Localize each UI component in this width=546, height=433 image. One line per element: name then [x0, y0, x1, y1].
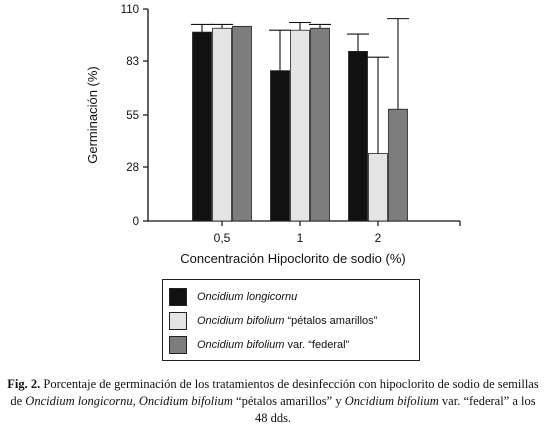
y-tick-label: 83 [126, 56, 139, 68]
bar [232, 25, 252, 222]
bar [310, 27, 330, 222]
legend-label: Oncidium bifolium “pétalos amarillos” [197, 315, 378, 327]
legend-item: Oncidium bifolium “pétalos amarillos” [169, 311, 377, 331]
legend-label: Oncidium bifolium var. “federal” [197, 339, 350, 351]
bar [212, 27, 232, 222]
y-tick-label: 28 [126, 162, 139, 174]
legend-swatch [169, 336, 187, 354]
figure-caption: Fig. 2. Porcentaje de germinación de los… [7, 377, 539, 425]
legend-swatch [169, 288, 187, 306]
bar [290, 29, 310, 222]
bar [270, 70, 290, 222]
y-axis-label: Germinación (%) [85, 66, 100, 164]
bar [348, 51, 368, 222]
legend-item: Oncidium longicornu [169, 287, 297, 307]
legend-item: Oncidium bifolium var. “federal” [169, 335, 349, 355]
y-tick-label: 0 [133, 216, 139, 228]
bar [388, 108, 408, 222]
plot-area: 0 28 55 83 110 0,5 1 2 [121, 4, 461, 245]
caption-label: Fig. 2. [7, 377, 41, 391]
legend: Oncidium longicornu Oncidium bifolium “p… [162, 279, 420, 361]
x-axis-label: Concentración Hipoclorito de sodio (%) [180, 251, 405, 266]
legend-label: Oncidium longicornu [197, 291, 298, 303]
legend-swatch [169, 312, 187, 330]
bar [368, 153, 388, 222]
bar [192, 31, 212, 222]
x-tick-label: 2 [375, 231, 382, 245]
x-tick-label: 1 [297, 231, 304, 245]
y-tick-label: 55 [126, 110, 139, 122]
y-tick-label: 110 [121, 4, 139, 16]
x-tick-label: 0,5 [214, 231, 231, 245]
